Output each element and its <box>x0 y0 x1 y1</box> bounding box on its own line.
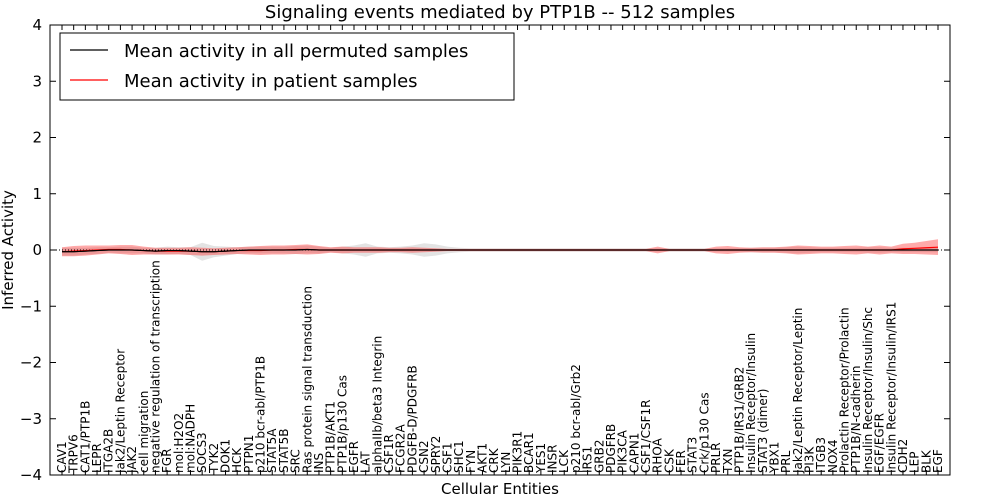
legend: Mean activity in all permuted samples Me… <box>59 32 515 101</box>
x-category-label: CAV1 <box>55 441 69 473</box>
x-category-label: INSR <box>546 445 560 473</box>
x-category-label: TRPV6 <box>67 434 81 474</box>
x-category-label: Insulin Receptor/Insulin/IRS1 <box>884 302 898 473</box>
x-category-label: STAT3 <box>686 437 700 473</box>
permuted-band <box>62 242 938 261</box>
x-category-label: PIK3R1 <box>511 431 525 473</box>
x-category-label: Jak2/Leptin Receptor <box>113 349 127 474</box>
chart-title: Signaling events mediated by PTP1B -- 51… <box>265 2 735 23</box>
x-category-label: mol:NADPH <box>183 404 197 473</box>
x-category-label: FCGR2A <box>394 423 408 473</box>
x-category-label: PRL <box>779 450 793 473</box>
x-category-label: STAT3 (dimer) <box>756 389 770 473</box>
legend-box <box>59 32 515 101</box>
x-category-label: PTP1B/N-cadherin <box>849 366 863 473</box>
y-tick-label: −2 <box>20 354 42 372</box>
y-tick-label: 0 <box>32 241 42 259</box>
x-category-label: STAT5B <box>277 429 291 474</box>
x-category-label: alphaIIb/beta3 Integrin <box>370 336 384 473</box>
x-category-label: INS <box>312 453 326 473</box>
x-category-label: p210 bcr-abl/PTP1B <box>254 356 268 473</box>
x-category-label: Insulin Receptor/Insulin <box>744 333 758 473</box>
x-category-label: Jak2/Leptin Receptor/Leptin <box>791 308 805 474</box>
x-category-label: PTPN1 <box>242 435 256 473</box>
x-category-label: CRK <box>487 447 501 473</box>
y-tick-label: −4 <box>20 466 42 484</box>
x-category-label: TYK2 <box>207 443 221 474</box>
x-category-label: YBX1 <box>767 442 781 474</box>
x-category-label: LEP <box>908 451 922 473</box>
x-category-label: Crk/p130 Cas <box>697 392 711 473</box>
x-category-label: SOCS3 <box>195 432 209 473</box>
y-tick-label: 2 <box>32 129 42 147</box>
x-category-label: EGFR <box>347 441 361 473</box>
y-tick-label: 3 <box>32 72 42 90</box>
x-category-label: RHOA <box>651 437 665 473</box>
x-category-label: CSF1 <box>440 442 454 473</box>
x-category-label: FGR <box>160 448 174 473</box>
x-category-label: SHC1 <box>452 440 466 473</box>
x-category-label: EGF/EGFR <box>873 413 887 473</box>
x-category-label: CSF1R <box>382 434 396 473</box>
y-tick-label: −3 <box>20 410 42 428</box>
x-category-label: PTP1B/IRS1/GRB2 <box>732 367 746 473</box>
x-category-label: LYN <box>499 452 513 473</box>
x-category-label: LAT <box>359 451 373 473</box>
x-category-label: BLK <box>919 449 933 473</box>
x-category-label: PIK3CA <box>616 429 630 473</box>
x-category-label: LCK <box>557 449 571 473</box>
x-category-label: Prolactin Receptor/Prolactin <box>838 307 852 473</box>
x-category-label: YES1 <box>534 443 548 474</box>
x-category-label: PTP1B/p130 Cas <box>335 375 349 473</box>
x-category-label: HCK <box>230 447 244 473</box>
x-axis-label: Cellular Entities <box>441 480 559 498</box>
patient-band <box>62 239 938 257</box>
x-category-label: ITGA2B <box>102 429 116 473</box>
x-category-label: FYN <box>464 450 478 473</box>
x-category-label: LEPR <box>90 443 104 473</box>
x-category-label: CSK <box>662 448 676 473</box>
x-category-label: PRLR <box>709 442 723 473</box>
y-axis-label: Inferred Activity <box>0 190 17 310</box>
x-category-label: PI3K <box>803 446 817 473</box>
plot-area: −4 −3 −2 −1 0 1 2 3 4 CAV1TRPV6CAT1/PTP1BLEPRITGA… <box>20 16 951 484</box>
y-tick-label: 1 <box>32 185 42 203</box>
x-category-label: SRC <box>289 449 303 473</box>
x-category-label: NOX4 <box>826 439 840 473</box>
legend-label-patient: Mean activity in patient samples <box>124 71 418 92</box>
x-category-label: mol:H2O2 <box>172 413 186 473</box>
x-category-label: SPRY2 <box>429 436 443 473</box>
x-category-label: AKT1 <box>475 443 489 473</box>
x-category-label: DOK1 <box>219 439 233 473</box>
x-category-label: FER <box>674 450 688 473</box>
x-category-label: CAT1/PTP1B <box>78 401 92 473</box>
x-category-label: BCAR1 <box>522 432 536 473</box>
y-tick-label: −1 <box>20 297 42 315</box>
x-category-label: JAK2 <box>125 446 139 474</box>
x-category-label: Ras protein signal transduction <box>300 286 314 473</box>
x-category-label: TXN <box>721 448 735 474</box>
x-category-label: Insulin Receptor/Insulin/Shc <box>861 307 875 473</box>
series-line-permuted-top <box>62 248 938 253</box>
x-category-label: GRB2 <box>592 439 606 473</box>
x-category-label: PDGFRB <box>604 424 618 473</box>
x-category-label: cell migration <box>137 391 151 473</box>
legend-label-permuted: Mean activity in all permuted samples <box>124 41 468 62</box>
x-category-label: CSF1/CSF1R <box>639 400 653 473</box>
x-category-label: EGF <box>931 449 945 473</box>
x-category-label: STAT5A <box>265 428 279 473</box>
x-category-label: PDGFB-D/PDGFRB <box>405 365 419 473</box>
x-category-label: ITGB3 <box>814 437 828 473</box>
x-category-label: negative regulation of transcription <box>148 260 162 473</box>
x-category-label: CDH2 <box>896 439 910 473</box>
x-category-label: CAPN1 <box>627 433 641 473</box>
x-category-label: p210 bcr-abl/Grb2 <box>569 364 583 473</box>
x-category-label: CSN2 <box>417 440 431 473</box>
y-tick-label: 4 <box>32 16 42 34</box>
x-category-label: PTP1B/AKT1 <box>324 401 338 473</box>
x-category-label: IRS1 <box>581 446 595 473</box>
